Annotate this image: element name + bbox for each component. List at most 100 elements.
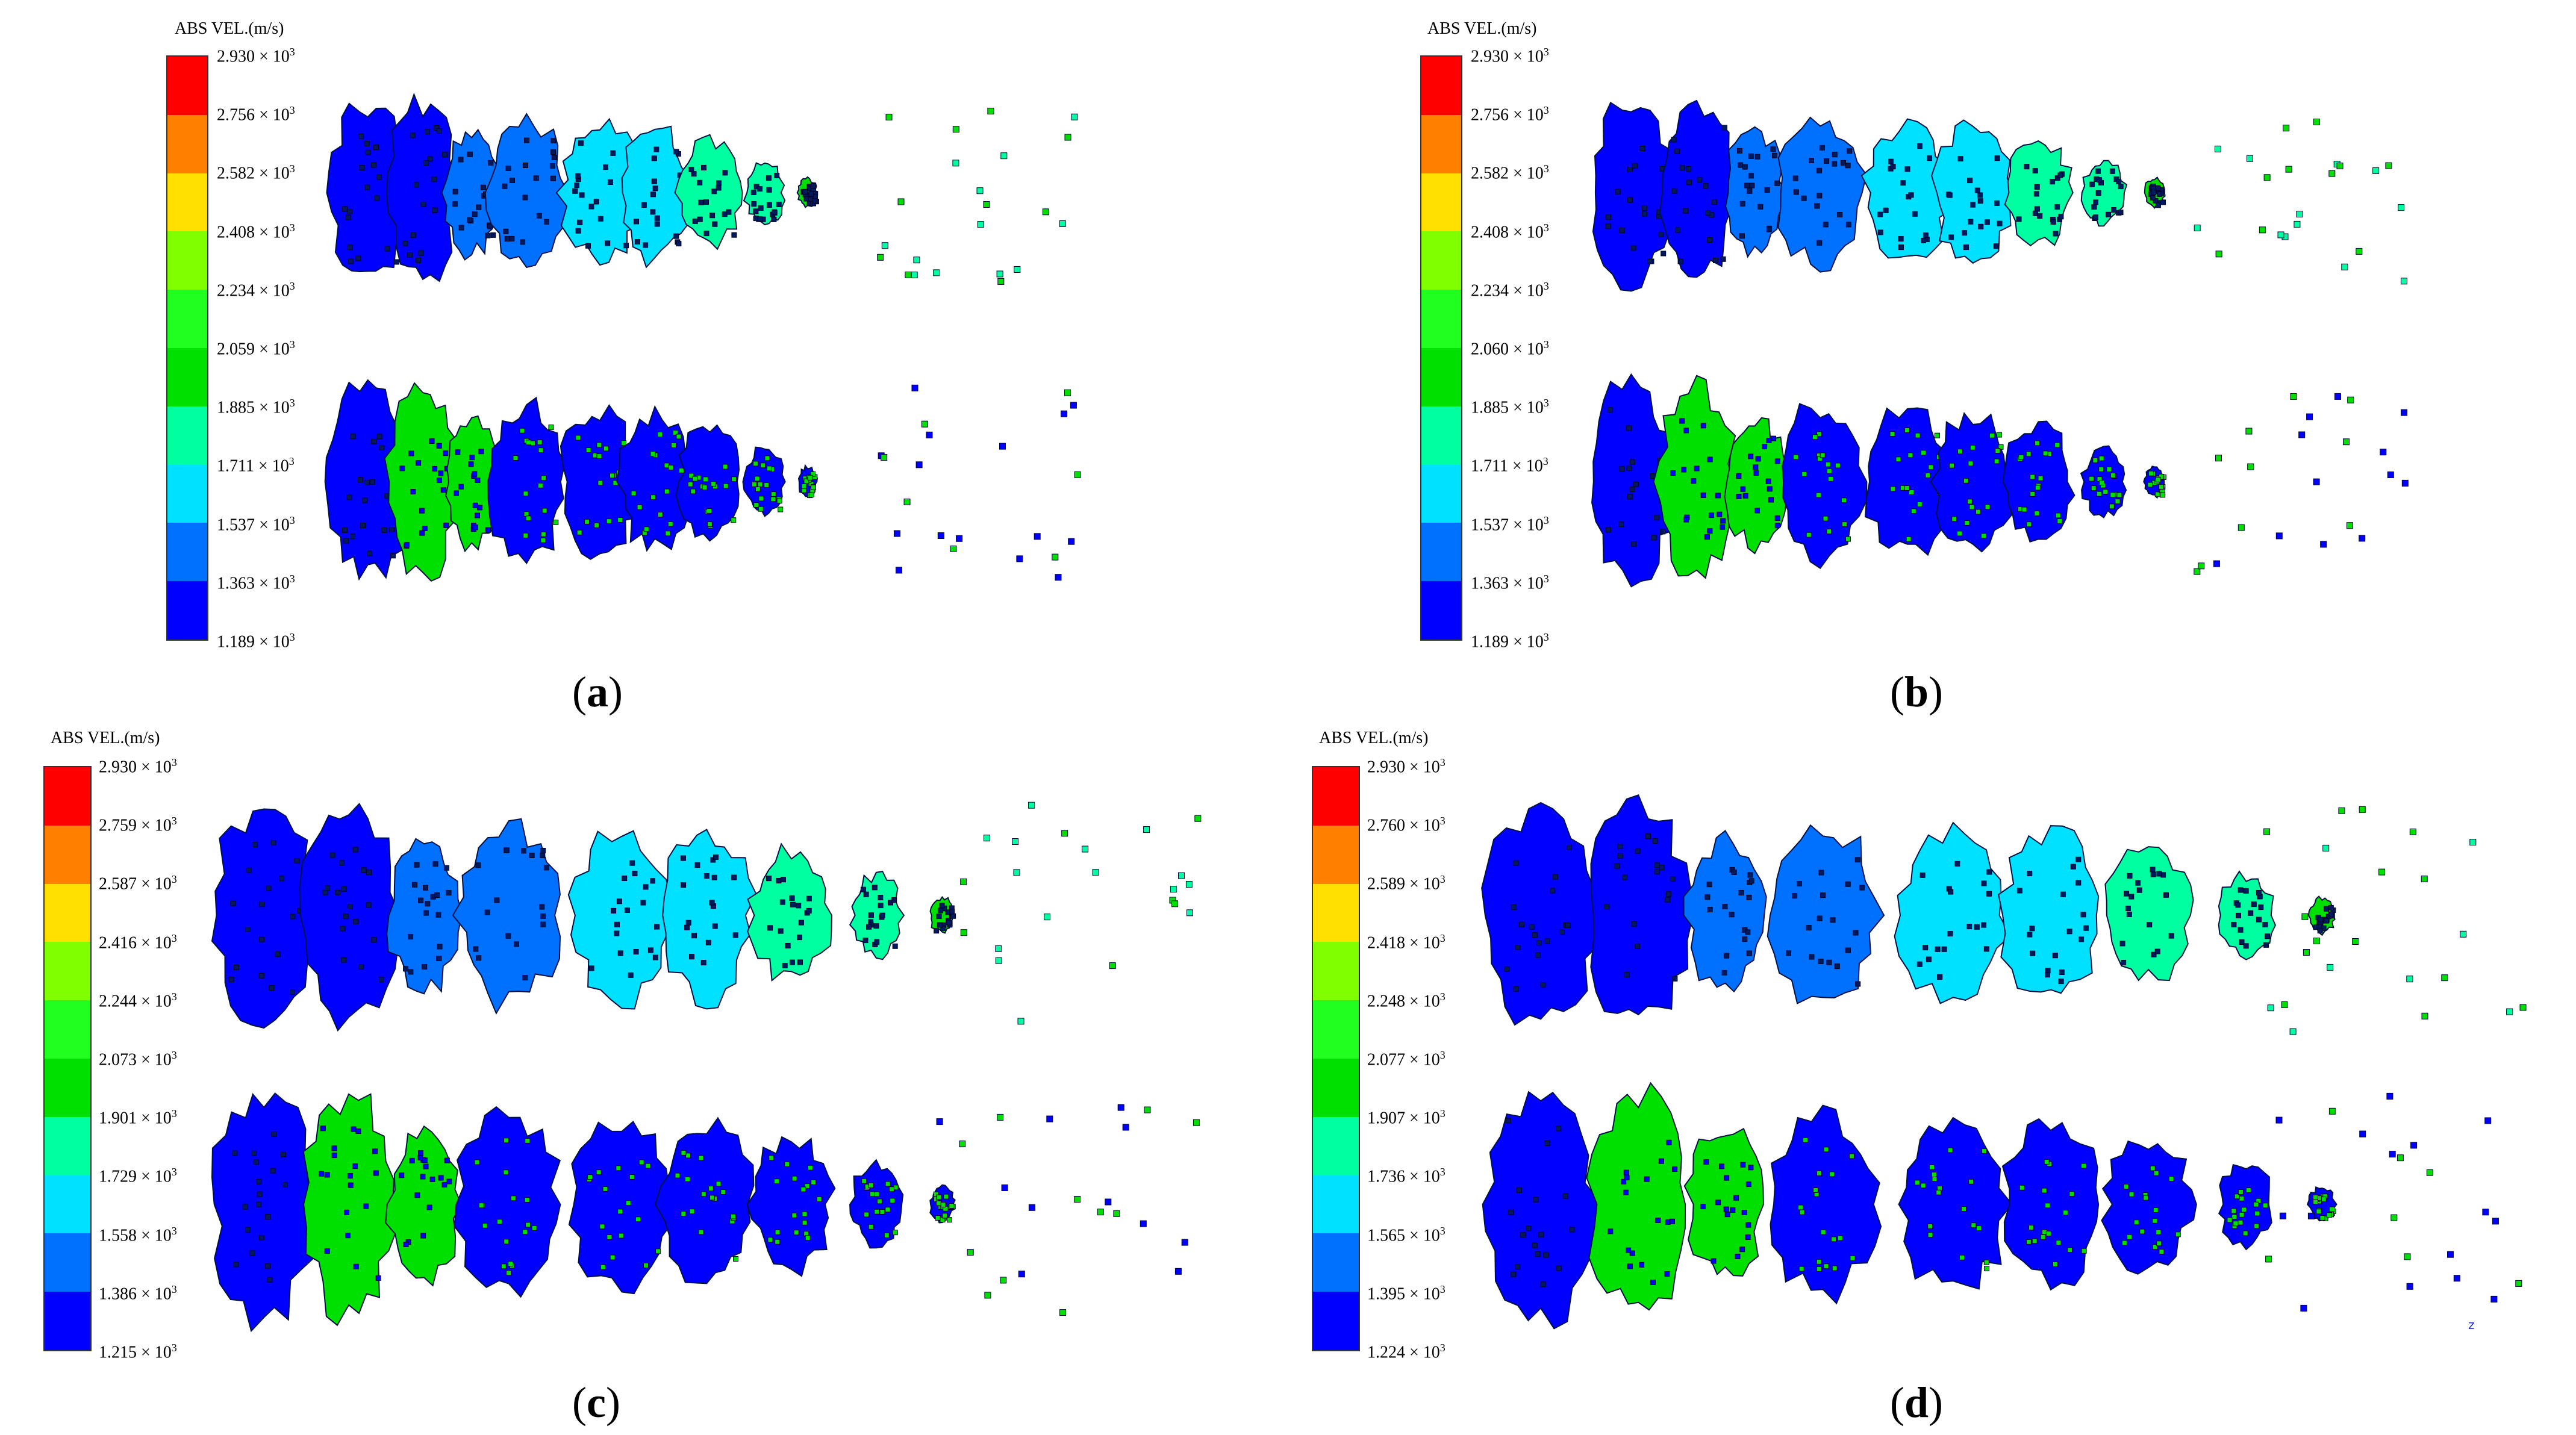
fragment-cluster	[1770, 1104, 1882, 1305]
debris-fragment	[2215, 251, 2222, 258]
debris-fragment	[2519, 1004, 2527, 1011]
colorbar-segment	[167, 581, 207, 640]
colorbar-tick-label: 2.589 × 103	[1367, 873, 1445, 894]
debris-fragment	[1061, 830, 1068, 837]
debris-fragment	[2247, 155, 2253, 162]
colorbar-segment	[167, 57, 207, 115]
debris-fragment	[2259, 226, 2266, 234]
debris-fragment	[995, 957, 1002, 964]
colorbar-segment	[45, 883, 90, 942]
debris-fragment	[881, 454, 888, 461]
debris-fragment	[967, 1249, 974, 1256]
debris-fragment	[2352, 938, 2359, 945]
colorbar-tick-label: 1.537 × 103	[217, 514, 295, 534]
debris-fragment	[2401, 409, 2407, 416]
debris-fragment	[2341, 263, 2348, 270]
debris-fragment	[933, 269, 940, 276]
debris-fragment	[995, 945, 1002, 952]
debris-fragment	[885, 113, 893, 120]
fragment-cluster	[1894, 821, 2012, 1004]
debris-fragment	[950, 546, 957, 552]
colorbar-segment	[167, 290, 207, 348]
debris-fragment	[2406, 1283, 2413, 1290]
fragment-cluster	[796, 176, 819, 208]
debris-fragment	[1174, 1268, 1182, 1275]
colorbar-tick-label: 2.930 × 103	[1471, 46, 1549, 66]
fragment-cluster	[1782, 403, 1868, 569]
colorbar-tick-label: 1.711 × 103	[1471, 455, 1548, 476]
colorbar-segment	[1313, 1000, 1359, 1059]
debris-fragment	[2469, 839, 2477, 845]
debris-fragment	[877, 254, 884, 261]
debris-fragment	[2265, 1256, 2272, 1263]
debris-fragment	[921, 420, 928, 428]
colorbar-tick-label: 2.587 × 103	[99, 873, 177, 894]
debris-fragment	[2490, 1295, 2498, 1303]
colorbar-tick-label: 2.930 × 103	[1367, 756, 1445, 777]
debris-fragment	[2409, 828, 2416, 835]
fragment-cluster	[384, 382, 458, 582]
fragment-cluster	[487, 396, 566, 565]
fragment-cluster	[1481, 802, 1602, 1026]
debris-fragment	[2313, 119, 2320, 125]
debris-fragment	[2484, 1117, 2492, 1124]
debris-fragment	[1044, 914, 1051, 921]
debris-fragment	[1028, 1204, 1035, 1211]
debris-fragment	[1064, 389, 1071, 396]
fragment-cluster	[2104, 846, 2194, 982]
fragment-cluster	[797, 464, 818, 499]
debris-fragment	[2387, 472, 2394, 478]
debris-fragment	[937, 532, 944, 539]
fragment-cluster	[454, 1106, 561, 1298]
debris-fragment	[1034, 533, 1041, 540]
fragment-cluster	[2080, 445, 2127, 519]
fragment-cluster	[1590, 794, 1694, 1016]
fragment-cluster	[929, 895, 956, 934]
debris-fragment	[2238, 524, 2245, 531]
fragment-cluster	[1659, 99, 1737, 278]
colorbar-title: ABS VEL.(m/s)	[1319, 729, 1429, 747]
debris-fragment	[2492, 1218, 2499, 1225]
fragment-cluster	[2004, 140, 2074, 247]
fragment-cluster	[568, 1120, 673, 1295]
debris-fragment	[2285, 166, 2292, 173]
panel-d: ABS VEL.(m/s) 2.930 × 103 2.760 × 103 2.58…	[1288, 717, 2576, 1435]
debris-fragment	[2320, 541, 2327, 548]
debris-fragment	[2263, 174, 2271, 181]
fragment-cloud-upper	[211, 802, 1202, 1032]
debris-fragment	[2313, 938, 2320, 945]
debris-fragment	[1068, 538, 1075, 545]
debris-fragment	[2447, 1251, 2454, 1258]
axis-triad-label: z	[2468, 1318, 2475, 1332]
colorbar-tick-label: 2.060 × 103	[1471, 338, 1549, 359]
debris-fragment	[2307, 1212, 2315, 1219]
colorbar-tick-label: 2.756 × 103	[217, 104, 295, 125]
debris-fragment	[996, 270, 1003, 278]
fragment-cluster	[1653, 375, 1736, 579]
colorbar-segment	[1313, 767, 1359, 826]
colorbar-tick-label: 2.234 × 103	[217, 279, 295, 300]
debris-fragment	[1140, 1220, 1147, 1227]
colorbar-segment	[45, 767, 90, 826]
colorbar-tick-label: 1.215 × 103	[99, 1342, 177, 1362]
colorbar-tick-label: 2.408 × 103	[217, 221, 295, 241]
debris-fragment	[2294, 220, 2301, 228]
colorbar-segment	[1421, 173, 1461, 232]
fragment-cluster	[662, 829, 757, 1010]
fragment-cluster	[929, 1184, 956, 1224]
debris-fragment	[997, 1113, 1004, 1121]
debris-fragment	[976, 187, 984, 195]
debris-fragment	[1170, 886, 1177, 893]
debris-fragment	[1071, 113, 1078, 120]
fragment-cluster	[1482, 1091, 1603, 1330]
debris-fragment	[2328, 1107, 2336, 1115]
colorbar-tick-label: 1.537 × 103	[1471, 514, 1549, 534]
colorbar-segment	[45, 1000, 90, 1059]
colorbar-segment	[1421, 114, 1461, 173]
colorbar-tick-label: 1.395 × 103	[1367, 1283, 1445, 1304]
colorbar-segment	[1313, 1175, 1359, 1234]
fragment-cluster	[2080, 160, 2128, 227]
fragment-cluster	[452, 818, 561, 1015]
colorbar	[43, 766, 92, 1351]
panel-a: ABS VEL.(m/s) 2.930 × 103 2.756 × 103 2.58…	[0, 0, 1288, 717]
